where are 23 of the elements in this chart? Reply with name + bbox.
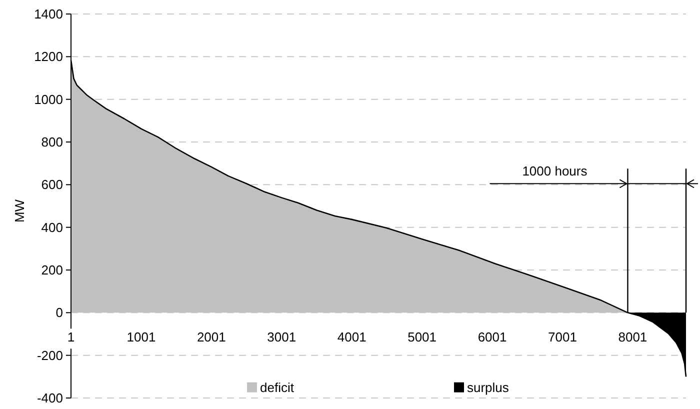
y-tick-label: -200	[36, 348, 63, 363]
y-tick-label: 200	[41, 262, 63, 278]
x-tick-label: 3001	[267, 330, 296, 345]
x-tick-label: 5001	[408, 330, 437, 345]
y-tick-label: 1200	[34, 49, 63, 64]
y-axis-title: MW	[12, 198, 27, 223]
y-tick-label: 600	[41, 177, 63, 192]
x-tick-label: 4001	[337, 330, 366, 345]
y-tick-label: 1000	[34, 92, 63, 107]
y-tick-label: 400	[41, 220, 63, 235]
legend-label: surplus	[467, 380, 510, 395]
x-tick-label: 1	[67, 330, 75, 345]
x-tick-label: 6001	[478, 330, 507, 345]
x-tick-label: 7001	[548, 330, 577, 345]
y-tick-label: 800	[41, 134, 63, 150]
x-tick-label: 8001	[618, 330, 648, 345]
y-tick-label: -400	[36, 390, 63, 406]
legend-label: deficit	[260, 380, 294, 395]
annotation: 1000 hours	[522, 164, 588, 179]
y-tick-label: 1400	[34, 6, 63, 22]
y-tick-label: 0	[56, 305, 63, 320]
x-tick-label: 1001	[126, 330, 156, 345]
x-tick-label: 2001	[196, 330, 226, 345]
